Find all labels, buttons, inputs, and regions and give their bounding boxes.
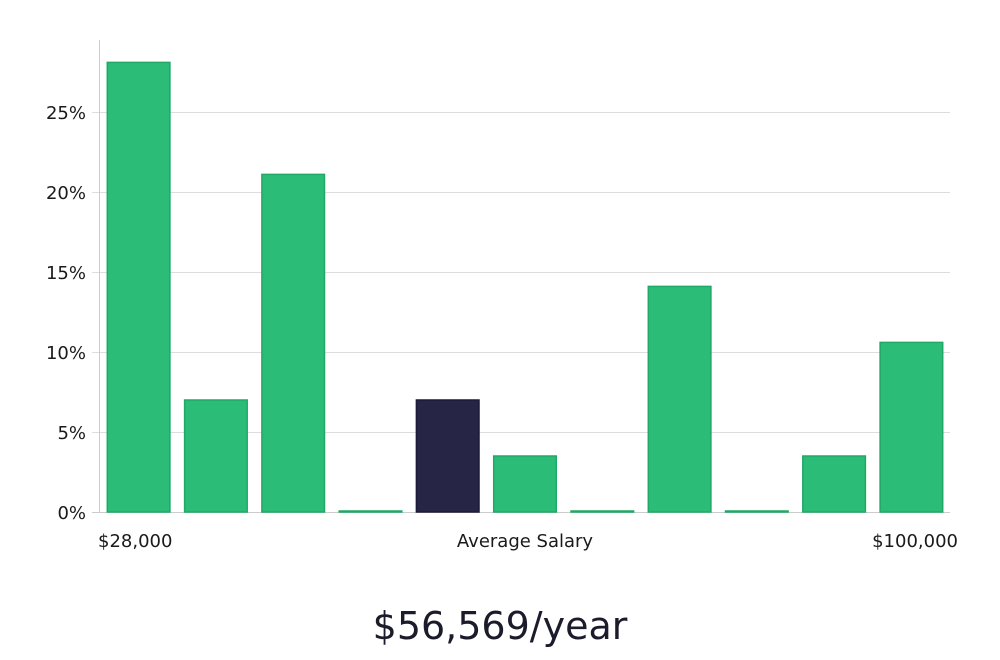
y-tick-label: 20% — [46, 183, 86, 204]
y-tick-label: 5% — [57, 423, 86, 444]
average-salary-value: $56,569/year — [372, 604, 628, 648]
y-tick-label: 15% — [46, 263, 86, 284]
y-tick-labels: 0% 5% 10% 15% 20% 25% — [46, 103, 86, 524]
bar — [570, 510, 635, 513]
bar — [647, 285, 712, 513]
x-axis-label: Average Salary — [457, 531, 594, 552]
bars — [106, 61, 944, 513]
bar — [879, 341, 944, 513]
bar — [802, 455, 867, 513]
bar — [724, 510, 789, 513]
y-tick-label: 25% — [46, 103, 86, 124]
bar — [338, 510, 403, 513]
bar — [261, 173, 326, 513]
bar — [492, 455, 558, 513]
y-tick-label: 10% — [46, 343, 86, 364]
y-tick-label: 0% — [57, 503, 86, 524]
bar — [183, 399, 248, 513]
bar — [106, 61, 171, 513]
bar-average-salary — [415, 399, 480, 513]
x-min-label: $28,000 — [98, 531, 172, 552]
x-max-label: $100,000 — [872, 531, 958, 552]
salary-histogram: 0%5%10%15%20%25% $28,000 Average Salary … — [46, 40, 958, 552]
